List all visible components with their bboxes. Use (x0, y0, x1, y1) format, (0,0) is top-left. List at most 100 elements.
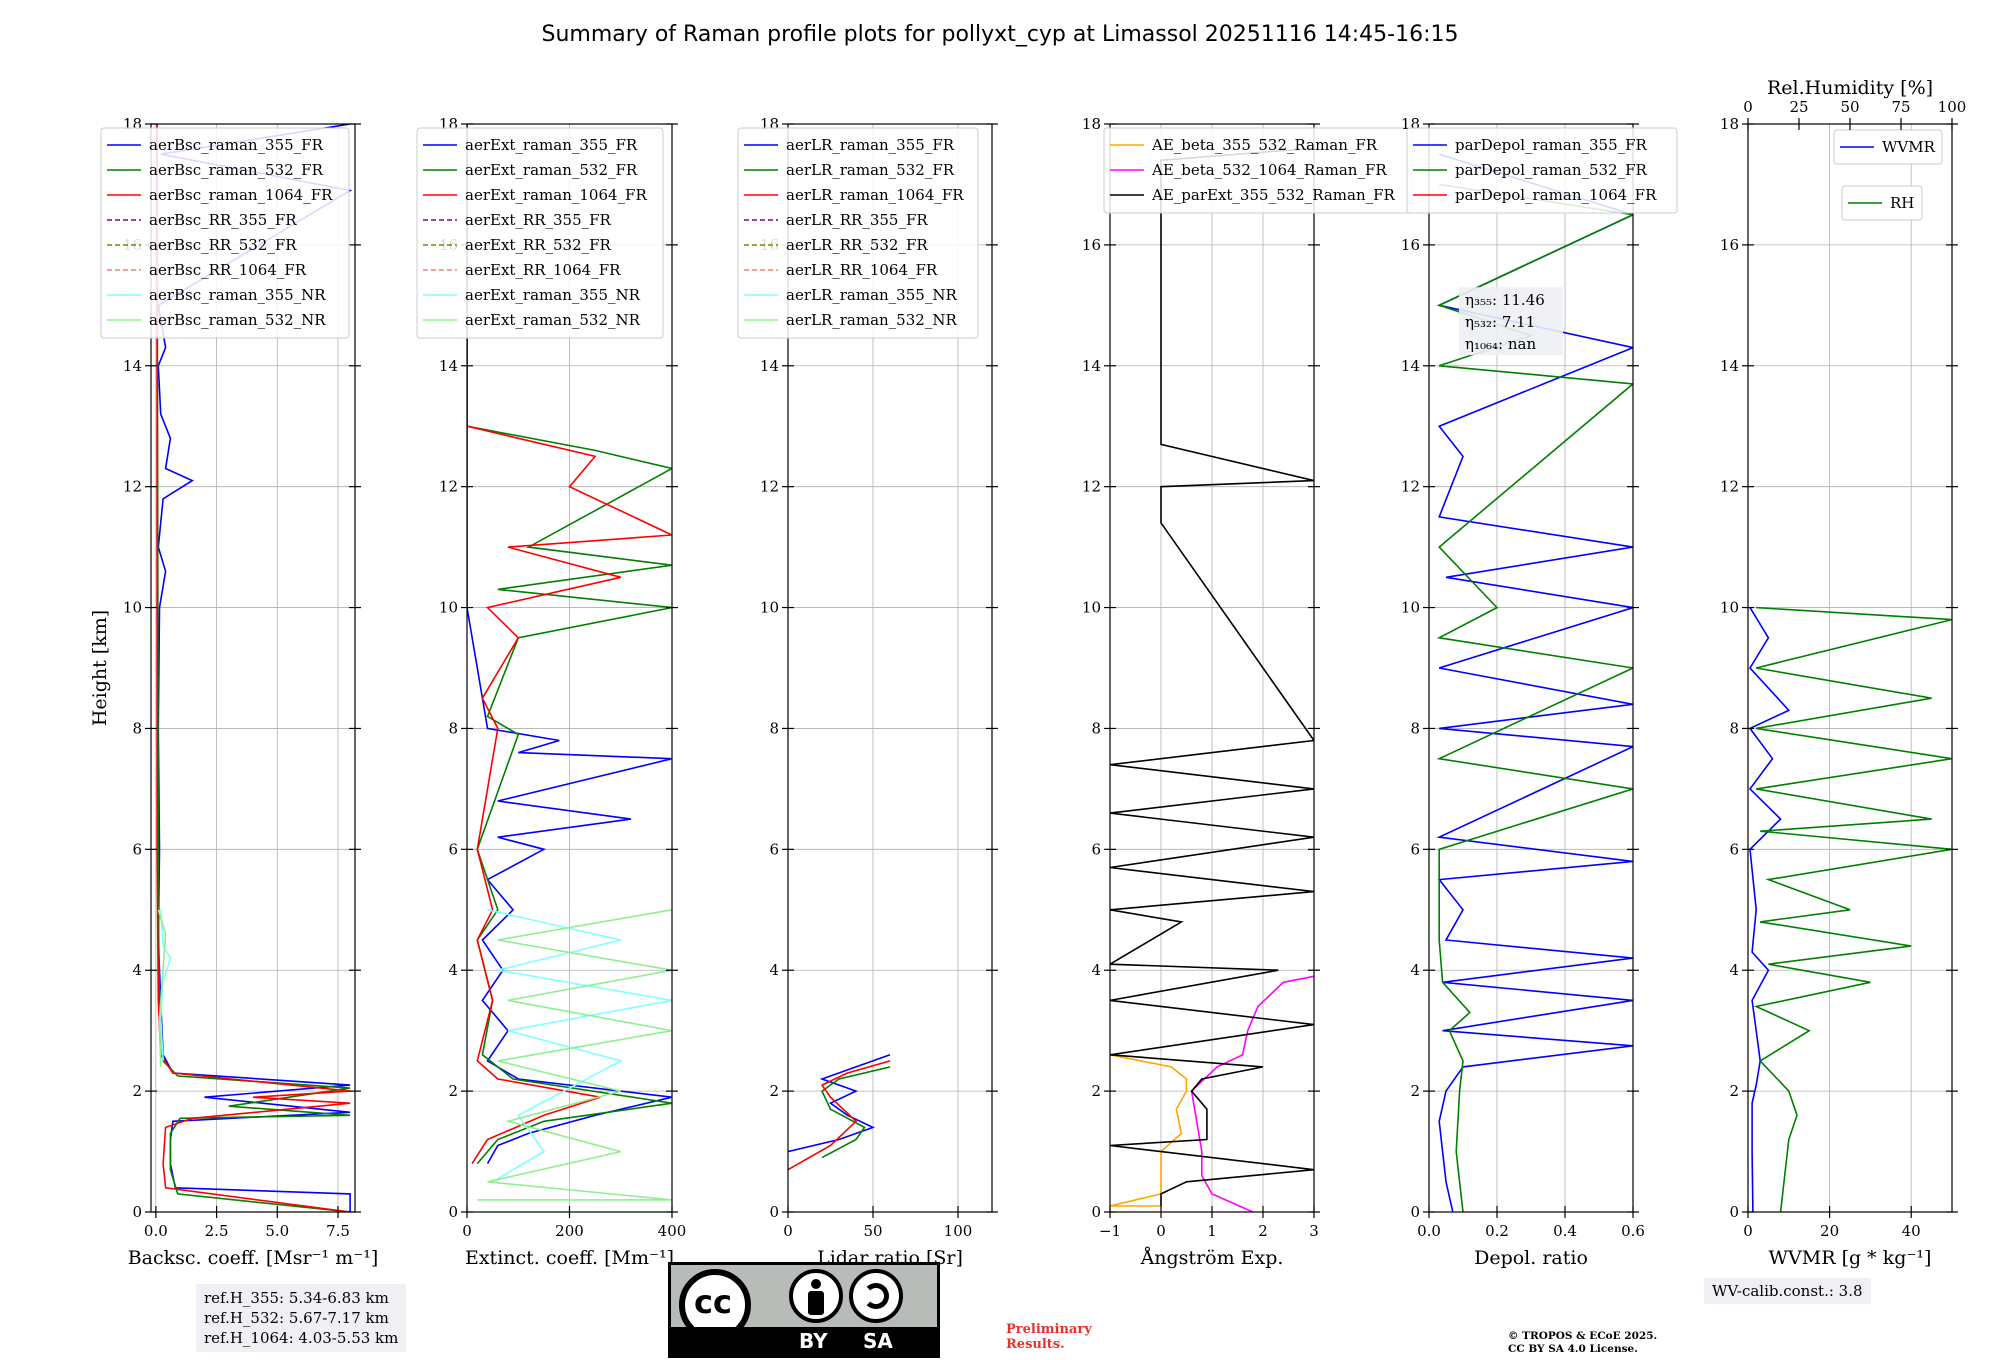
legend-entry: aerExt_raman_532_NR (465, 311, 641, 329)
legend-box (1833, 129, 1943, 165)
eta-value: η₅₃₂: 7.11 (1465, 313, 1535, 331)
y-tick-label: 14 (1401, 357, 1420, 375)
legend-entry: aerBsc_RR_532_FR (149, 236, 297, 254)
page-title: Summary of Raman profile plots for polly… (541, 22, 1459, 47)
x-tick-label: 0.4 (1553, 1222, 1577, 1240)
y-tick-label: 4 (1729, 961, 1739, 979)
y-tick-label: 12 (123, 478, 142, 496)
reference-heights-box: ref.H_355: 5.34-6.83 km ref.H_532: 5.67-… (196, 1284, 407, 1352)
ref-height-355: ref.H_355: 5.34-6.83 km (204, 1289, 389, 1307)
y-tick-label: 10 (439, 599, 458, 617)
x-tick-label: 40 (1902, 1222, 1921, 1240)
y-tick-label: 0 (1729, 1203, 1739, 1221)
legend-entry: aerLR_raman_355_FR (786, 136, 955, 154)
legend-entry: RH (1890, 194, 1914, 212)
series-line-aerLR_raman_1064_FR (788, 1060, 891, 1171)
y-tick-label: 14 (1082, 357, 1101, 375)
legend-entry: aerExt_raman_355_NR (465, 286, 641, 304)
y-tick-label: 16 (1401, 236, 1420, 254)
legend-entry: aerLR_raman_1064_FR (786, 186, 964, 204)
x-tick-label: 1 (1207, 1222, 1217, 1240)
y-tick-label: 8 (448, 719, 458, 737)
top-x-tick-label: 100 (1938, 98, 1967, 116)
legend-entry: AE_beta_532_1064_Raman_FR (1151, 161, 1387, 179)
y-tick-label: 4 (1410, 961, 1420, 979)
x-tick-label: 2 (1258, 1222, 1268, 1240)
y-tick-label: 8 (132, 719, 142, 737)
legend-rh: RH (1841, 185, 1923, 221)
wv-calibration-box: WV-calib.const.: 3.8 (1704, 1278, 1871, 1304)
series-line-aerBsc_raman_532_NR (157, 909, 167, 1067)
ref-height-1064: ref.H_1064: 4.03-5.53 km (204, 1329, 399, 1347)
legend-entry: aerExt_raman_532_FR (465, 161, 638, 179)
legend-entry: aerLR_raman_532_FR (786, 161, 955, 179)
eta-value: η₁₀₆₄: nan (1465, 335, 1536, 353)
series-line-aerExt_raman_355_FR (467, 124, 672, 1164)
legend-entry: aerExt_raman_355_FR (465, 136, 638, 154)
sa-label: SA (863, 1329, 893, 1353)
top-x-tick-label: 75 (1891, 98, 1910, 116)
y-tick-label: 4 (1091, 961, 1101, 979)
x-tick-label: 0 (1743, 1222, 1753, 1240)
series-line-aerLR_raman_355_FR (788, 1054, 891, 1153)
x-tick-label: 2.5 (205, 1222, 229, 1240)
cc-badge-footer: BY SA (671, 1327, 937, 1355)
legend-entry: aerExt_RR_1064_FR (465, 261, 621, 279)
series-line-aerLR_raman_532_FR (820, 1066, 891, 1159)
y-tick-label: 10 (1401, 599, 1420, 617)
legend-entry: WVMR (1882, 138, 1936, 156)
y-tick-label: 8 (769, 719, 779, 737)
y-tick-label: 2 (1410, 1082, 1420, 1100)
legend-entry: aerLR_RR_1064_FR (786, 261, 938, 279)
y-tick-label: 10 (1720, 599, 1739, 617)
legend-box (1406, 127, 1678, 214)
legend-entry: aerBsc_RR_355_FR (149, 211, 297, 229)
y-tick-label: 0 (1410, 1203, 1420, 1221)
top-x-tick-label: 25 (1789, 98, 1808, 116)
x-axis-label: Extinct. coeff. [Mm⁻¹] (465, 1247, 674, 1269)
axes-frame (787, 123, 993, 1213)
y-tick-label: 2 (448, 1082, 458, 1100)
x-tick-label: 7.5 (326, 1222, 350, 1240)
y-tick-label: 6 (769, 840, 779, 858)
legend-wvmr: WVMR (1833, 129, 1943, 165)
y-tick-label: 6 (448, 840, 458, 858)
y-tick-label: 6 (132, 840, 142, 858)
y-tick-label: 4 (132, 961, 142, 979)
y-tick-label: 4 (769, 961, 779, 979)
legend-entry: aerLR_raman_532_NR (786, 311, 957, 329)
x-tick-label: 0 (783, 1222, 793, 1240)
x-tick-label: 100 (944, 1222, 973, 1240)
legend-entry: aerBsc_raman_355_NR (149, 286, 326, 304)
y-tick-label: 18 (1082, 115, 1101, 133)
y-tick-label: 16 (1720, 236, 1739, 254)
y-tick-label: 4 (448, 961, 458, 979)
y-tick-label: 12 (439, 478, 458, 496)
legend-box (416, 127, 664, 339)
x-axis-label: Depol. ratio (1474, 1247, 1588, 1269)
y-tick-label: 0 (448, 1203, 458, 1221)
top-axis-label: Rel.Humidity [%] (1767, 77, 1933, 99)
top-x-tick-label: 50 (1840, 98, 1859, 116)
y-tick-label: 12 (1401, 478, 1420, 496)
x-tick-label: 400 (658, 1222, 687, 1240)
y-axis-label: Height [km] (89, 610, 111, 726)
series-line-aerBsc_raman_1064_FR (156, 124, 351, 1212)
x-tick-label: 0 (1156, 1222, 1166, 1240)
series-line-aerExt_raman_532_FR (467, 124, 672, 1165)
x-axis-label: Backsc. coeff. [Msr⁻¹ m⁻¹] (128, 1247, 379, 1269)
series-line-RH (1753, 606, 1952, 1212)
x-tick-label: 0.0 (1417, 1222, 1441, 1240)
legend-entry: aerBsc_raman_355_FR (149, 136, 324, 154)
y-tick-label: 6 (1729, 840, 1739, 858)
y-tick-label: 12 (760, 478, 779, 496)
eta-value: η₃₅₅: 11.46 (1465, 291, 1545, 309)
preliminary-results-note: Preliminary Results. (1006, 1322, 1092, 1352)
y-tick-label: 6 (1410, 840, 1420, 858)
y-tick-label: 8 (1729, 719, 1739, 737)
legend: AE_beta_355_532_Raman_FR AE_beta_532_1064… (1103, 127, 1413, 214)
